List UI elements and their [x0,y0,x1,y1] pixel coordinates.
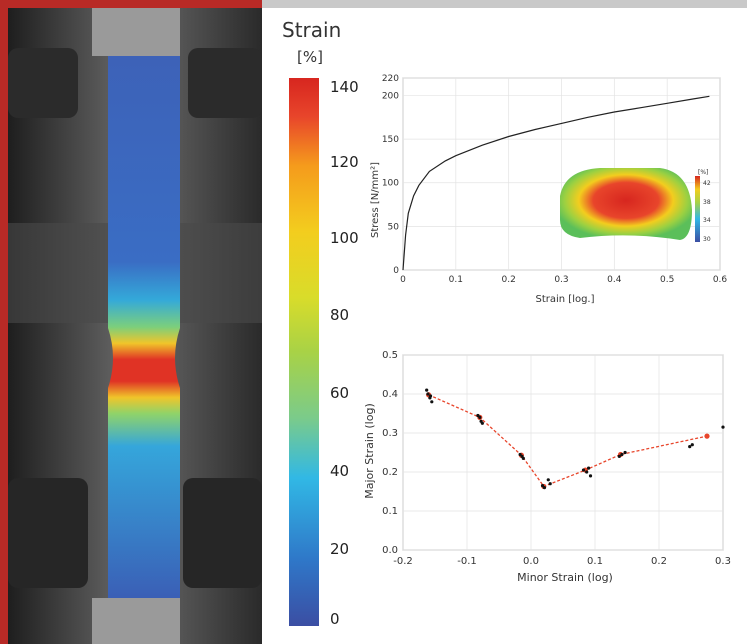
colorbar-tick: 0 [330,610,340,628]
x-tick-label: 0.5 [660,275,674,285]
y-tick-label: 200 [382,91,399,101]
strain-data-point [426,392,430,396]
forming-limit-marker [704,433,710,439]
colorbar-tick: 100 [330,229,359,247]
y-tick-label: 220 [382,74,399,84]
x-axis-label: Minor Strain (log) [517,571,613,584]
x-tick-label: 0.3 [715,556,731,567]
upper-right-grip [188,48,262,118]
strain-data-point [581,468,586,472]
plot-area [402,354,724,551]
y-tick-label: 0.2 [382,467,398,478]
y-tick-label: 0.5 [382,350,398,361]
x-tick-label: 0 [400,275,406,285]
y-tick-label: 0 [393,266,399,276]
strain-data-point [478,415,482,419]
strain-data-point [518,452,522,457]
strain-data-point [546,478,550,482]
y-tick-label: 150 [382,135,399,145]
strain-data-point [623,450,627,455]
strain-data-point [428,394,433,398]
specimen-strain-field [108,56,180,598]
y-tick-label: 0.0 [382,545,398,556]
specimen-upper-shoulder [92,8,180,56]
x-tick-label: 0.3 [554,275,568,285]
x-tick-label: -0.1 [457,556,477,567]
strain-data-point [721,425,725,429]
stress-strain-curve [402,95,710,271]
strain-data-point [548,482,552,486]
strain-data-point [587,466,591,470]
specimen-lower-shoulder [92,598,180,644]
lower-left-grip [8,478,88,588]
major-minor-strain-chart: -0.2 -0.1 0.0 0.1 0.2 0.3 0.0 0.1 0.2 0.3 0.4 0.5 M… [363,350,731,584]
colorbar-tick: 120 [330,153,359,171]
y-tick-label: 100 [382,179,399,189]
y-axis-label: Stress [N/mm²] [370,162,381,238]
y-tick-label: 0.1 [382,506,398,517]
stress-strain-chart: 0 0.1 0.2 0.3 0.4 0.5 0.6 0 50 100 150 200 220 [%] 4… [370,74,728,305]
strain-data-point [540,484,545,488]
strain-data-point [588,474,593,478]
y-tick-label: 0.3 [382,428,398,439]
x-tick-label: 0.1 [449,275,463,285]
inset-tick: 30 [703,236,711,243]
x-tick-label: 0.0 [523,556,539,567]
strain-data-point [542,486,547,490]
lower-right-grip [183,478,262,588]
colorbar-tick: 140 [330,78,359,96]
colorbar-tick: 60 [330,384,350,402]
top-frame-bar-gray [262,0,747,8]
x-tick-label: 0.2 [502,275,516,285]
strain-data-point [620,452,624,457]
y-axis-label: Major Strain (log) [363,403,376,498]
strain-heatmap-inset: [%] 42 38 34 30 [560,168,711,243]
colorbar-tick: 80 [330,306,350,324]
strain-data-point [476,413,480,418]
y-tick-label: 0.4 [382,389,398,400]
strain-data-point [430,400,434,404]
inset-tick: 34 [703,217,711,224]
colorbar-unit: [%] [297,48,323,66]
x-tick-label: 0.2 [651,556,667,567]
x-axis-label: Strain [log.] [535,294,594,305]
upper-left-grip [8,48,78,118]
x-tick-label: 0.6 [713,275,728,285]
strain-data-point [617,454,621,458]
strain-data-point [688,445,692,449]
specimen-photo [8,8,262,644]
strain-data-point [425,388,429,392]
x-tick-label: 0.1 [587,556,603,567]
inset-unit: [%] [698,169,708,176]
colorbar-title: Strain [282,18,342,42]
top-frame-bar-red [0,0,262,8]
left-frame-bar [0,0,8,644]
x-tick-label: 0.4 [607,275,622,285]
inset-tick: 42 [703,180,711,187]
strain-data-point [690,443,694,447]
strain-data-point [521,456,525,460]
colorbar-tick: 40 [330,462,350,480]
y-tick-label: 50 [388,222,400,232]
inset-tick: 38 [703,199,711,206]
strain-data-point [480,421,484,425]
x-tick-label: -0.2 [393,556,413,567]
colorbar [289,78,319,626]
colorbar-tick: 20 [330,540,350,558]
strain-data-point [585,470,589,474]
